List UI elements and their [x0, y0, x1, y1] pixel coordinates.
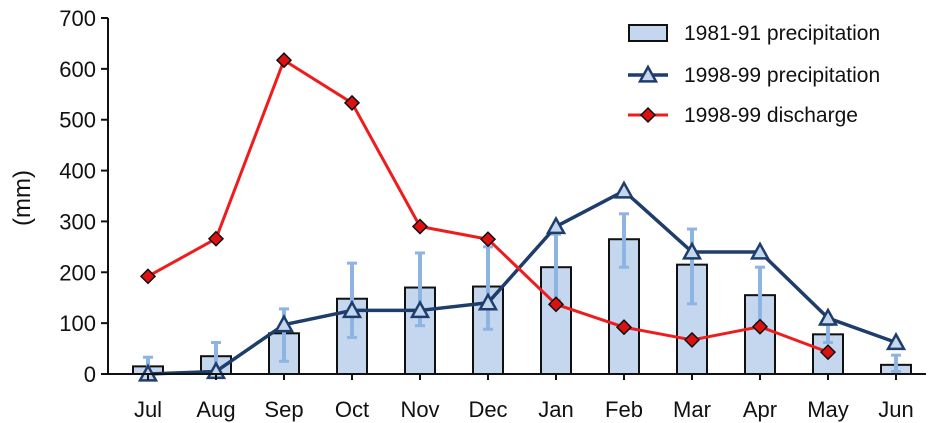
- triangle-marker-nov: [409, 299, 431, 319]
- x-tick-label: Dec: [468, 397, 507, 422]
- legend-triangle-icon: [637, 64, 659, 83]
- y-tick-label: 100: [59, 311, 96, 336]
- error-bars: [143, 212, 901, 376]
- series-line-precipitation-1998-99: [147, 189, 897, 376]
- x-tick-label: Aug: [196, 397, 235, 422]
- x-tick-label: Feb: [605, 397, 643, 422]
- diamond-marker-sep: [275, 52, 293, 69]
- error-bar-feb: [619, 212, 629, 269]
- x-tick-label: Mar: [673, 397, 711, 422]
- triangle-marker-mar: [681, 241, 703, 260]
- legend-diamond-icon: [639, 106, 657, 124]
- diamond-marker-may: [819, 344, 837, 361]
- diamond-marker-jul: [139, 268, 157, 285]
- legend-label: 1998-99 discharge: [684, 104, 858, 127]
- diamond-marker-apr: [751, 318, 769, 335]
- legend-label: 1981-91 precipitation: [684, 22, 880, 45]
- diamond-marker-nov: [411, 218, 429, 235]
- diamond-marker-oct: [343, 94, 361, 111]
- y-tick-label: 0: [84, 362, 96, 387]
- triangle-marker-sep: [273, 314, 295, 333]
- diamond-marker-feb: [615, 319, 633, 336]
- bars: [132, 238, 912, 376]
- legend-bar-swatch: [628, 24, 668, 42]
- y-tick-label: 600: [59, 57, 96, 82]
- triangle-marker-jun: [885, 331, 907, 351]
- triangle-marker-feb: [613, 180, 635, 199]
- x-tick-label: Nov: [400, 397, 439, 422]
- diamond-marker-aug: [207, 230, 225, 247]
- x-tick-label: Oct: [335, 397, 369, 422]
- x-tick-label: Apr: [743, 397, 777, 422]
- diamond-marker-mar: [683, 331, 701, 348]
- y-tick-label: 700: [59, 6, 96, 31]
- triangle-marker-apr: [749, 241, 771, 260]
- x-tick-label: Jul: [134, 397, 162, 422]
- y-tick-label: 300: [59, 209, 96, 234]
- diamond-marker-dec: [479, 231, 497, 248]
- y-tick-label: 400: [59, 159, 96, 184]
- y-tick-label: 500: [59, 108, 96, 133]
- triangle-marker-dec: [477, 292, 499, 311]
- error-bar-jun: [891, 353, 901, 373]
- y-axis-label: (mm): [9, 170, 36, 226]
- y-tick-label: 200: [59, 260, 96, 285]
- legend-label: 1998-99 precipitation: [684, 64, 880, 87]
- x-tick-label: Jan: [538, 397, 573, 422]
- triangle-marker-oct: [341, 299, 363, 319]
- diamond-marker-jan: [547, 296, 565, 313]
- x-tick-label: Sep: [264, 397, 303, 422]
- legend: 1981-91 precipitation 1998-99 precipitati…: [628, 22, 880, 127]
- axes: 0 100 200 300 400 500 600 700 Jul Aug Sep Oct Nov Dec…: [59, 6, 926, 422]
- series-markers: [137, 52, 907, 382]
- x-tick-label: May: [807, 397, 849, 422]
- triangle-marker-jan: [545, 215, 567, 235]
- triangle-marker-may: [817, 307, 839, 326]
- x-tick-label: Jun: [878, 397, 913, 422]
